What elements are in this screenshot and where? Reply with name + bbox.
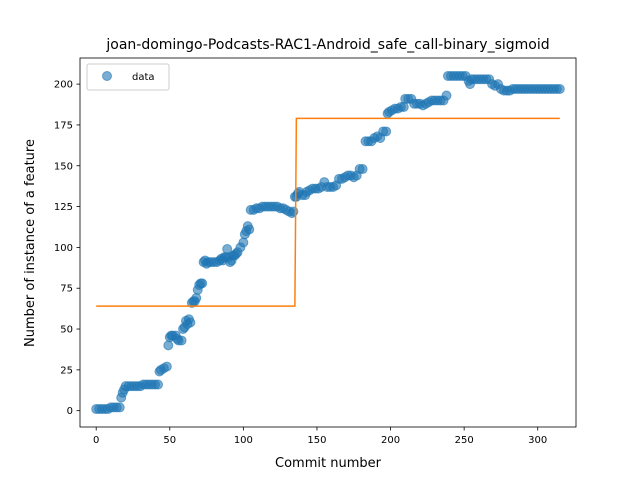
chart-title: joan-domingo-Podcasts-RAC1-Android_safe_… <box>105 37 549 53</box>
data-points <box>91 70 565 415</box>
data-point <box>176 335 187 346</box>
x-tick-label: 250 <box>455 435 474 446</box>
x-tick-label: 50 <box>163 435 176 446</box>
data-point <box>161 361 172 372</box>
y-tick-label: 175 <box>54 120 73 131</box>
legend-marker <box>102 71 112 81</box>
x-tick-label: 300 <box>528 435 547 446</box>
data-point <box>381 126 392 137</box>
data-point <box>398 101 409 112</box>
data-point <box>554 84 565 95</box>
y-axis-label: Number of instance of a feature <box>23 139 38 347</box>
x-tick-label: 100 <box>234 435 253 446</box>
data-point <box>197 278 208 289</box>
axes-frame <box>79 57 577 428</box>
data-point <box>244 224 255 235</box>
data-point <box>114 402 125 413</box>
y-tick-label: 150 <box>54 161 73 172</box>
fit-line <box>96 117 560 307</box>
y-tick-label: 75 <box>60 284 73 295</box>
data-point <box>441 90 452 101</box>
y-tick-label: 25 <box>60 365 73 376</box>
y-tick-label: 200 <box>54 80 73 91</box>
data-point <box>238 237 249 248</box>
x-tick-label: 200 <box>381 435 400 446</box>
y-tick-label: 125 <box>54 202 73 213</box>
x-tick-label: 150 <box>307 435 326 446</box>
data-point <box>163 340 174 351</box>
y-tick-label: 100 <box>54 243 73 254</box>
legend: data <box>86 63 170 91</box>
data-point <box>357 164 368 175</box>
data-point <box>153 379 164 390</box>
data-point <box>288 206 299 217</box>
legend-label-data: data <box>132 72 155 83</box>
data-point <box>185 317 196 328</box>
data-point <box>191 293 202 304</box>
legend-box <box>86 63 170 91</box>
y-tick-label: 50 <box>60 325 73 336</box>
y-tick-label: 0 <box>67 406 73 417</box>
x-axis-label: Commit number <box>275 456 382 471</box>
x-tick-label: 0 <box>93 435 99 446</box>
plot-area: 0 50 100 150 200 250 300 0 25 50 75 100 125 150 175 200 <box>54 57 577 446</box>
